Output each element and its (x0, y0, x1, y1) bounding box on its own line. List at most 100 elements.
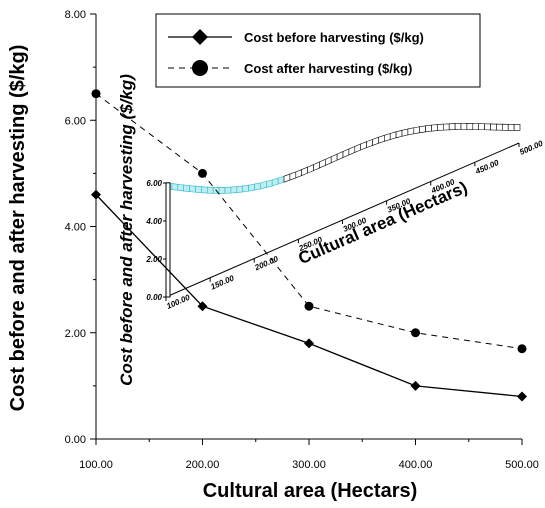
x-tick-label: 200.00 (186, 459, 220, 471)
legend-label-after: Cost after harvesting ($/kg) (244, 61, 412, 76)
ribbon-segment (313, 161, 320, 172)
ribbon-segment (218, 186, 226, 194)
ribbon-segment (236, 185, 243, 193)
ribbon-segment (478, 123, 485, 131)
ribbon-segment (484, 123, 491, 131)
ribbon-segment (336, 151, 344, 161)
inset-x-tick-label: 500.00 (518, 139, 545, 157)
y-tick-label: 6.00 (65, 115, 86, 127)
ribbon-segment (448, 123, 456, 131)
series-line (95, 93, 523, 350)
inset-y-tick-label: 4.00 (145, 217, 162, 226)
series-after-harvesting (91, 89, 527, 354)
data-point-diamond (197, 301, 208, 312)
legend-label-before: Cost before harvesting ($/kg) (244, 30, 424, 45)
ribbon-segment (248, 183, 255, 192)
ribbon-segment (254, 182, 261, 191)
ribbon-segment (378, 134, 385, 144)
data-point-diamond (304, 338, 314, 349)
ribbon-segment (496, 123, 503, 131)
ribbon-segment (389, 131, 397, 140)
x-tick-label: 300.00 (292, 459, 326, 471)
y-tick-label: 4.00 (65, 222, 86, 234)
legend-marker-circle (192, 60, 208, 76)
ribbon-segment (260, 181, 267, 190)
series-layer (91, 89, 527, 402)
ribbon-segment (230, 186, 238, 194)
ribbon-segment (283, 173, 291, 183)
y-tick-label: 8.00 (65, 9, 86, 21)
inset-x-axis-title: Cultural area (Hectars) (295, 178, 470, 268)
legend-marker-diamond (192, 29, 208, 45)
ribbon-segment (395, 129, 403, 139)
data-point-circle (91, 89, 101, 99)
legend-box (155, 13, 481, 88)
ribbon-segment (342, 148, 350, 158)
ribbon-segment (372, 136, 379, 146)
inset-x-tick-label: 200.00 (253, 254, 280, 273)
ribbon-segment (289, 171, 297, 181)
ribbon-segment (348, 145, 356, 156)
data-point-circle (411, 328, 420, 338)
ribbon-segment (295, 169, 302, 179)
ribbon-segment (466, 123, 474, 130)
data-point-diamond (91, 189, 101, 200)
ribbon-segment (407, 127, 415, 136)
ribbon-segment (360, 141, 367, 151)
ribbon-segment (366, 138, 373, 149)
data-point-circle (304, 301, 314, 311)
inset-3d-chart: 100.00150.00200.00250.00300.00350.00400.… (117, 74, 545, 386)
y-tick-label: 2.00 (65, 328, 86, 340)
ribbon-segment (201, 186, 208, 194)
ribbon-segment (266, 179, 273, 188)
ribbon-segment (413, 126, 420, 135)
ribbon-segment (431, 124, 438, 132)
ribbon-segment (330, 153, 338, 164)
y-tick-label: 0.00 (65, 434, 86, 446)
ribbon-segment (207, 186, 214, 194)
x-tick-label: 100.00 (79, 459, 113, 471)
ribbon-segment (443, 123, 450, 131)
ribbon-segment (277, 175, 285, 185)
ribbon-segment (177, 183, 184, 192)
ribbon-segment (307, 164, 314, 174)
ribbon-segment (384, 133, 391, 142)
ribbon-segment (460, 123, 468, 130)
ribbon-segment (472, 123, 479, 130)
ribbon-segment (507, 123, 515, 131)
ribbon-segment (513, 124, 521, 131)
inset-x-tick-label: 450.00 (473, 158, 500, 177)
ribbon-front-wall (165, 182, 171, 298)
series-before-harvesting (91, 189, 527, 402)
ribbon-segment (183, 184, 190, 192)
ribbon-segment (502, 123, 509, 131)
ribbon-segment (195, 185, 202, 194)
data-point-diamond (410, 380, 421, 391)
ribbon-segment (490, 123, 497, 131)
data-point-circle (198, 168, 207, 178)
ribbon-segment (271, 177, 279, 187)
ribbon-segment (319, 158, 326, 169)
ribbon-segment (325, 156, 332, 166)
legend: Cost before harvesting ($/kg) Cost after… (155, 13, 481, 88)
ribbon-segment (171, 183, 179, 191)
data-point-diamond (517, 391, 527, 402)
ribbon-segment (401, 128, 409, 137)
inset-y-tick-label: 6.00 (146, 179, 162, 188)
inset-ribbon (165, 123, 521, 298)
x-tick-label: 500.00 (505, 459, 539, 471)
inset-y-tick-label: 2.00 (145, 255, 162, 264)
ribbon-segment (454, 123, 462, 130)
inset-y-tick-label: 0.00 (146, 293, 162, 302)
axes: 100.00 200.00 300.00 400.00 500.00 0.00 2.00 4.… (65, 9, 539, 471)
y-axis-title: Cost before and after harvesting ($/kg) (7, 45, 29, 412)
ribbon-segment (189, 185, 196, 193)
data-point-circle (517, 344, 527, 354)
ribbon-segment (242, 184, 249, 193)
ribbon-segment (354, 143, 361, 153)
ribbon-segment (301, 166, 308, 176)
ribbon-segment (425, 124, 432, 133)
x-tick-label: 400.00 (399, 459, 433, 471)
ribbon-segment (419, 125, 426, 134)
